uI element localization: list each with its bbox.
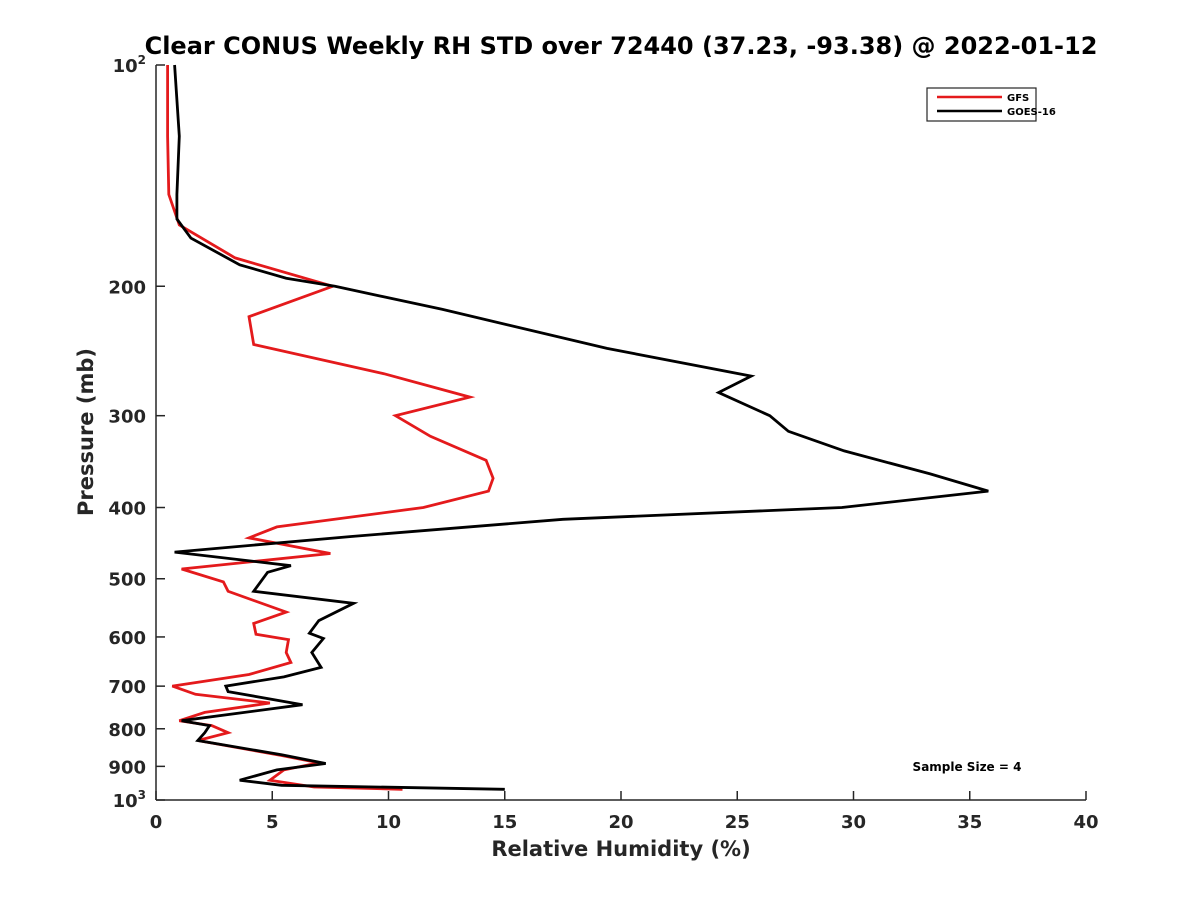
x-tick-label: 15: [492, 812, 517, 833]
x-tick-label: 5: [266, 812, 279, 833]
y-tick-label: 400: [108, 499, 146, 520]
legend-label: GFS: [1007, 93, 1029, 104]
y-axis-label: Pressure (mb): [74, 348, 98, 516]
x-tick-label: 35: [957, 812, 982, 833]
x-tick-label: 40: [1073, 812, 1098, 833]
y-tick-label: 600: [108, 628, 146, 649]
y-tick-label: 500: [108, 570, 146, 591]
y-tick-exponent: 3: [138, 788, 146, 802]
series-line-gfs: [166, 65, 495, 791]
y-tick-exponent: 2: [138, 53, 146, 67]
y-tick-label: 900: [108, 757, 146, 778]
sample-size-annotation: Sample Size = 4: [913, 760, 1022, 774]
legend-label: GOES-16: [1007, 107, 1056, 118]
y-tick-label: 103: [113, 788, 146, 812]
y-tick-label: 700: [108, 677, 146, 698]
y-tick-base: 10: [113, 791, 138, 812]
x-tick-label: 25: [725, 812, 750, 833]
plot-area: [155, 65, 1086, 801]
y-tick-label: 102: [113, 53, 146, 77]
y-tick-label: 200: [108, 277, 146, 298]
y-tick-label: 800: [108, 720, 146, 741]
series-layer: [166, 64, 989, 791]
x-tick-label: 20: [608, 812, 633, 833]
x-axis-label: Relative Humidity (%): [491, 837, 750, 861]
x-tick-label: 10: [376, 812, 401, 833]
legend-box: [926, 87, 1037, 122]
x-tick-label: 30: [841, 812, 866, 833]
chart-title: Clear CONUS Weekly RH STD over 72440 (37…: [145, 32, 1098, 60]
y-tick-label: 300: [108, 407, 146, 428]
series-line-goes-16: [173, 64, 989, 791]
y-tick-base: 10: [113, 56, 138, 77]
x-tick-label: 0: [150, 812, 163, 833]
legend: GFS GOES-16: [926, 87, 1056, 122]
x-axis-ticks: 0 5 10 15 20 25 30 35 40: [150, 791, 1099, 833]
